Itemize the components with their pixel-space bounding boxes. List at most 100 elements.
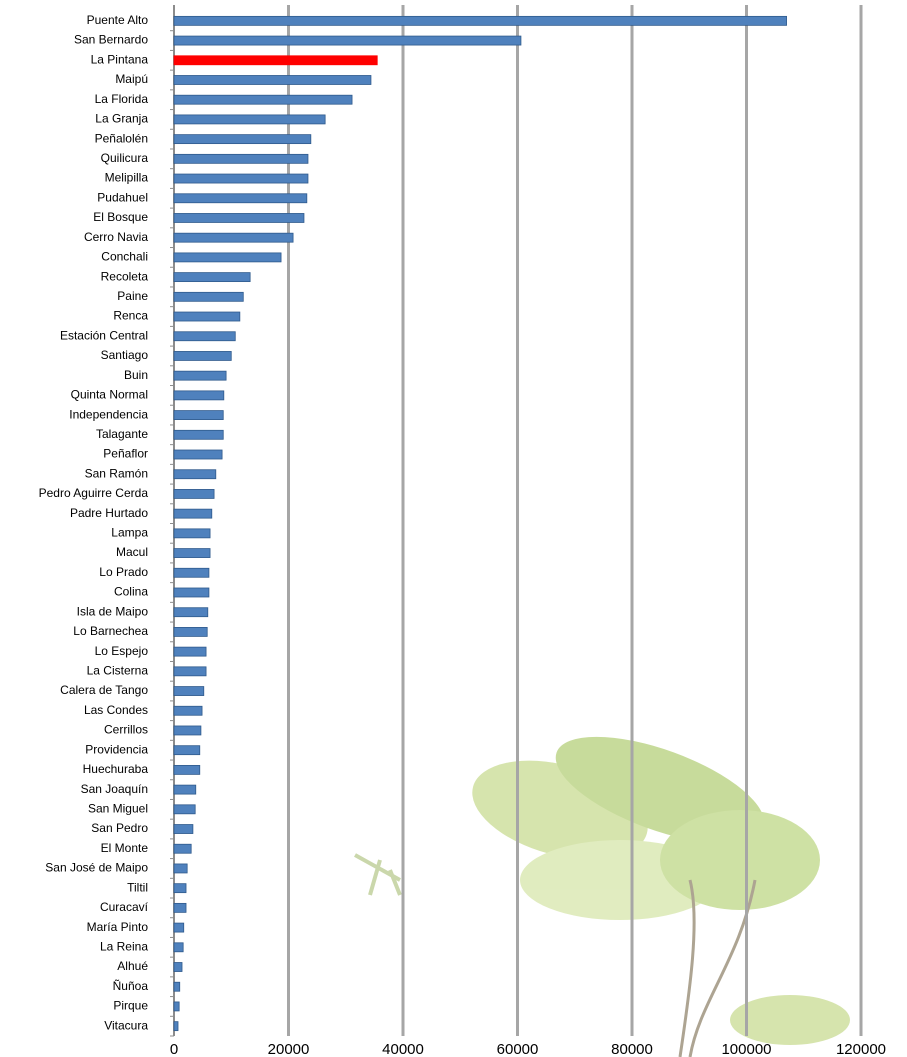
y-tick-label: Peñaflor xyxy=(103,447,148,461)
x-tick-label: 40000 xyxy=(382,1041,424,1057)
y-tick-label: Alhué xyxy=(117,959,148,973)
bar xyxy=(173,75,372,85)
bar xyxy=(173,607,209,618)
bar xyxy=(173,15,787,26)
y-tick-label: Santiago xyxy=(101,348,149,362)
bar xyxy=(173,469,217,480)
bar xyxy=(173,114,326,125)
bar xyxy=(173,429,224,440)
y-tick-label: La Pintana xyxy=(91,52,149,66)
bar xyxy=(173,252,282,263)
bar xyxy=(173,351,232,361)
bar xyxy=(173,981,181,992)
bar xyxy=(173,962,183,972)
bar xyxy=(173,390,225,401)
bar xyxy=(173,745,201,756)
x-tick-label: 100000 xyxy=(721,1041,771,1057)
bar xyxy=(173,666,207,677)
y-tick-label: Recoleta xyxy=(101,269,149,283)
bar xyxy=(173,311,241,322)
y-tick-label: La Florida xyxy=(95,92,149,106)
bar xyxy=(173,193,308,204)
bar xyxy=(173,686,205,696)
bar xyxy=(173,134,312,145)
y-tick-label: Maipú xyxy=(115,72,148,86)
y-tick-label: San Bernardo xyxy=(74,33,148,47)
y-tick-label: María Pinto xyxy=(87,920,149,934)
y-tick-label: Macul xyxy=(116,545,148,559)
bar xyxy=(173,153,309,164)
bar xyxy=(173,370,227,381)
y-tick-label: Calera de Tango xyxy=(60,683,148,697)
bar xyxy=(173,705,203,716)
bar xyxy=(173,942,184,953)
bar xyxy=(173,902,187,913)
x-tick-label: 80000 xyxy=(611,1041,653,1057)
bar xyxy=(173,489,215,499)
y-tick-label: Lo Espejo xyxy=(95,644,149,658)
y-tick-label: La Reina xyxy=(100,939,148,953)
bar xyxy=(173,213,305,223)
x-tick-label: 20000 xyxy=(268,1041,310,1057)
y-tick-label: Estación Central xyxy=(60,328,148,342)
bar xyxy=(173,548,211,558)
y-tick-label: El Monte xyxy=(101,841,149,855)
bar xyxy=(173,508,213,519)
y-tick-label: Lo Barnechea xyxy=(73,624,148,638)
y-tick-label: Huechuraba xyxy=(83,762,149,776)
bar xyxy=(173,449,223,460)
y-tick-label: Pedro Aguirre Cerda xyxy=(39,486,149,500)
bar xyxy=(173,843,192,854)
y-tick-label: La Granja xyxy=(95,112,148,126)
y-tick-label: Paine xyxy=(117,289,148,303)
decoration xyxy=(354,736,850,1057)
y-tick-label: Melipilla xyxy=(105,171,149,185)
bar xyxy=(173,725,202,736)
y-tick-label: San Miguel xyxy=(88,801,148,815)
bar xyxy=(173,528,211,539)
y-tick-label: Renca xyxy=(113,309,148,323)
y-tick-label: La Cisterna xyxy=(87,664,149,678)
bar xyxy=(173,883,187,894)
bar xyxy=(173,922,185,933)
y-tick-label: Colina xyxy=(114,585,148,599)
bar xyxy=(173,1021,179,1032)
bar xyxy=(173,646,207,657)
y-tick-label: Pudahuel xyxy=(97,190,148,204)
x-tick-label: 120000 xyxy=(836,1041,886,1057)
bar xyxy=(173,824,194,834)
y-tick-label: San Pedro xyxy=(91,821,148,835)
y-tick-label: Lo Prado xyxy=(99,565,148,579)
bar xyxy=(173,410,224,420)
x-tick-label: 0 xyxy=(170,1041,178,1057)
bar xyxy=(173,94,353,105)
bar xyxy=(173,784,197,795)
y-tick-label: El Bosque xyxy=(93,210,148,224)
y-tick-label: Lampa xyxy=(111,526,148,540)
y-tick-label: Independencia xyxy=(69,407,148,421)
y-tick-label: San José de Maipo xyxy=(45,861,148,875)
y-tick-label: San Ramón xyxy=(85,466,148,480)
y-tick-label: Padre Hurtado xyxy=(70,506,148,520)
bar xyxy=(173,627,208,637)
bar xyxy=(173,173,309,184)
y-tick-label: San Joaquín xyxy=(81,782,148,796)
bar xyxy=(173,1001,180,1012)
x-tick-label: 60000 xyxy=(497,1041,539,1057)
bar xyxy=(173,35,522,46)
y-tick-label: Quinta Normal xyxy=(71,388,148,402)
y-tick-label: Curacaví xyxy=(100,900,149,914)
y-tick-label: Buin xyxy=(124,368,148,382)
y-tick-label: Vitacura xyxy=(104,1018,148,1032)
bar xyxy=(173,55,378,66)
bar xyxy=(173,272,251,283)
y-tick-label: Pirque xyxy=(113,999,148,1013)
bar xyxy=(173,764,201,775)
bar xyxy=(173,331,236,342)
y-tick-label: Cerrillos xyxy=(104,723,148,737)
y-tick-label: Conchali xyxy=(101,250,148,264)
bar xyxy=(173,587,210,598)
y-tick-label: Cerro Navia xyxy=(84,230,148,244)
